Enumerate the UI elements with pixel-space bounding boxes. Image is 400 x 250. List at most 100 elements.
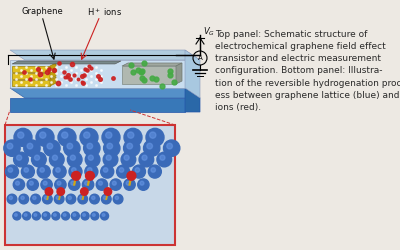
Circle shape xyxy=(84,132,90,138)
Circle shape xyxy=(90,194,99,204)
Circle shape xyxy=(113,194,123,204)
Circle shape xyxy=(91,212,99,220)
Circle shape xyxy=(85,152,100,167)
Polygon shape xyxy=(50,63,56,72)
Circle shape xyxy=(88,155,93,160)
Circle shape xyxy=(85,181,89,185)
Circle shape xyxy=(54,214,56,216)
Circle shape xyxy=(71,181,75,185)
Circle shape xyxy=(72,168,76,172)
Circle shape xyxy=(16,155,22,160)
Polygon shape xyxy=(176,63,182,84)
Circle shape xyxy=(83,214,86,216)
Circle shape xyxy=(167,143,172,149)
Circle shape xyxy=(80,196,83,200)
Circle shape xyxy=(126,181,130,185)
Circle shape xyxy=(106,155,111,160)
Circle shape xyxy=(81,212,89,220)
Circle shape xyxy=(16,181,20,185)
Circle shape xyxy=(124,155,129,160)
Circle shape xyxy=(147,143,152,149)
Circle shape xyxy=(67,152,82,167)
Circle shape xyxy=(44,140,60,156)
Circle shape xyxy=(13,179,24,190)
Circle shape xyxy=(27,179,38,190)
Text: Top panel: Schematic structure of
electrochemical graphene field effect
transist: Top panel: Schematic structure of electr… xyxy=(215,30,400,112)
Circle shape xyxy=(34,214,37,216)
Circle shape xyxy=(62,212,70,220)
Circle shape xyxy=(88,168,92,172)
Circle shape xyxy=(87,143,93,149)
Circle shape xyxy=(24,168,28,172)
Polygon shape xyxy=(10,88,200,98)
Circle shape xyxy=(151,168,156,172)
Circle shape xyxy=(144,140,160,156)
Circle shape xyxy=(56,168,60,172)
Circle shape xyxy=(107,143,113,149)
Circle shape xyxy=(139,152,154,167)
Circle shape xyxy=(32,152,46,167)
Circle shape xyxy=(128,132,134,138)
Circle shape xyxy=(52,212,60,220)
Circle shape xyxy=(58,128,76,146)
Circle shape xyxy=(101,165,114,178)
Polygon shape xyxy=(10,98,185,112)
Circle shape xyxy=(140,181,144,185)
Circle shape xyxy=(103,196,107,200)
Circle shape xyxy=(24,214,27,216)
Circle shape xyxy=(100,212,108,220)
Circle shape xyxy=(127,143,132,149)
Circle shape xyxy=(73,214,76,216)
Circle shape xyxy=(82,179,94,190)
Polygon shape xyxy=(10,50,200,60)
Circle shape xyxy=(142,155,147,160)
Circle shape xyxy=(14,152,28,167)
Circle shape xyxy=(37,165,50,178)
Circle shape xyxy=(69,165,82,178)
Circle shape xyxy=(24,140,40,156)
Circle shape xyxy=(98,181,102,185)
Circle shape xyxy=(27,143,33,149)
Circle shape xyxy=(124,179,135,190)
Circle shape xyxy=(63,214,66,216)
Circle shape xyxy=(7,143,13,149)
Circle shape xyxy=(80,188,88,195)
Circle shape xyxy=(53,165,66,178)
Circle shape xyxy=(124,140,140,156)
Polygon shape xyxy=(12,61,121,64)
Circle shape xyxy=(29,181,33,185)
Circle shape xyxy=(50,152,64,167)
Circle shape xyxy=(72,172,80,180)
Circle shape xyxy=(104,140,120,156)
Circle shape xyxy=(117,165,130,178)
Circle shape xyxy=(121,152,136,167)
Circle shape xyxy=(102,214,105,216)
Circle shape xyxy=(52,155,58,160)
Circle shape xyxy=(6,165,18,178)
Circle shape xyxy=(103,152,118,167)
Circle shape xyxy=(164,140,180,156)
Circle shape xyxy=(103,168,108,172)
Circle shape xyxy=(31,194,40,204)
Circle shape xyxy=(19,194,29,204)
Circle shape xyxy=(68,196,72,200)
Polygon shape xyxy=(12,66,50,72)
Circle shape xyxy=(7,194,17,204)
Circle shape xyxy=(14,214,17,216)
Circle shape xyxy=(119,168,124,172)
Text: H$^+$ ions: H$^+$ ions xyxy=(88,6,122,18)
Circle shape xyxy=(71,212,79,220)
Circle shape xyxy=(54,194,64,204)
Circle shape xyxy=(13,212,21,220)
Text: Graphene: Graphene xyxy=(21,8,63,16)
Circle shape xyxy=(115,196,118,200)
Circle shape xyxy=(160,155,165,160)
Circle shape xyxy=(32,212,40,220)
Bar xyxy=(122,66,176,84)
Circle shape xyxy=(40,168,44,172)
Polygon shape xyxy=(12,73,50,79)
Circle shape xyxy=(14,128,32,146)
Circle shape xyxy=(157,152,172,167)
Circle shape xyxy=(102,128,120,146)
Circle shape xyxy=(104,188,112,195)
